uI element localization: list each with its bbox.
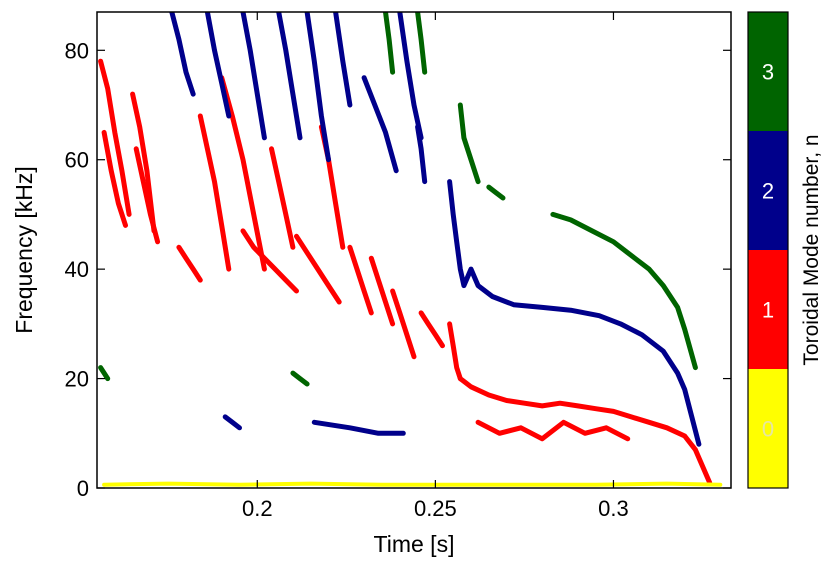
colorbar-label-n2: 2 [762,179,774,204]
mode-n2-track-6 [333,12,353,108]
mode-n1-track-15 [418,310,445,349]
mode-n1-track-5 [176,244,203,283]
colorbar-label-n0: 0 [762,417,774,442]
colorbar-segment-n2 [748,131,788,250]
mode-n1-track-1 [98,58,132,217]
mode-n1-track-9 [269,146,296,250]
mode-n3-track-7 [98,365,111,382]
mode-n1-track-13 [368,255,396,327]
mode-n1-track-12 [347,244,374,316]
mode-n2-track-4 [276,12,303,141]
x-tick-label: 0.2 [242,496,273,521]
mode-n1-track-4 [133,146,161,245]
colorbar: 0 1 2 3 [747,11,789,489]
colorbar-label-n1: 1 [762,298,774,323]
series-n2 [169,12,702,447]
mode-n2-track-8 [397,12,424,141]
series-n0 [102,481,723,487]
mode-n1-track-18 [475,419,631,442]
mode-n2-track-7 [361,75,399,174]
y-tick-label: 80 [65,38,89,63]
mode-n1-track-7 [219,75,267,272]
series-n3 [98,12,698,387]
mode-n3-track-3 [457,102,481,185]
y-tick-label: 40 [65,257,89,282]
y-tick-label: 60 [65,148,89,173]
colorbar-segment-n1 [748,250,788,369]
mode-n1-track-14 [390,288,417,360]
mode-n3-track-4 [486,184,506,201]
mode-n3-track-5 [550,211,698,371]
colorbar-frame [747,11,789,489]
mode-n3-track-6 [290,370,310,387]
mode-n1-track-6 [197,113,232,272]
y-tick-label: 0 [77,476,89,501]
series-n1 [98,58,713,485]
mode-n3-track-2 [415,12,428,75]
mode-n2-track-1 [169,12,196,97]
mode-n2-track-2 [204,12,232,119]
colorbar-title: Toroidal Mode number, n [800,134,823,365]
mode-n2-track-10 [447,179,702,447]
colorbar-label-n3: 3 [762,60,774,85]
mode-n1-track-10 [294,233,342,305]
plot-frame [96,11,732,489]
y-tick-label: 20 [65,367,89,392]
mode-n2-track-11 [222,414,242,431]
mode-n2-track-5 [304,12,331,163]
x-axis-ticks: 0.2 0.25 0.3 [242,12,629,521]
mode-n1-track-17 [457,376,713,485]
colorbar-segment-n3 [748,12,788,131]
x-tick-label: 0.25 [414,496,457,521]
colorbar-segment-n0 [748,369,788,488]
mode-n3-track-1 [383,12,396,75]
mode-n1-track-8 [240,228,299,294]
x-tick-label: 0.3 [598,496,629,521]
y-axis-title: Frequency [kHz] [11,166,37,333]
mode-n2-track-12 [311,419,406,436]
mode-n1-track-2 [101,129,128,228]
x-axis-title: Time [s] [374,531,455,557]
marks-layer [98,12,723,487]
mode-n2-track-3 [240,12,267,141]
mode-n0-track-1 [102,481,723,487]
mode-n1-track-3 [130,91,157,234]
mode-n2-track-9 [415,124,428,185]
y-axis-ticks: 0 20 40 60 80 [65,38,731,501]
mode-n1-track-16 [447,321,463,382]
